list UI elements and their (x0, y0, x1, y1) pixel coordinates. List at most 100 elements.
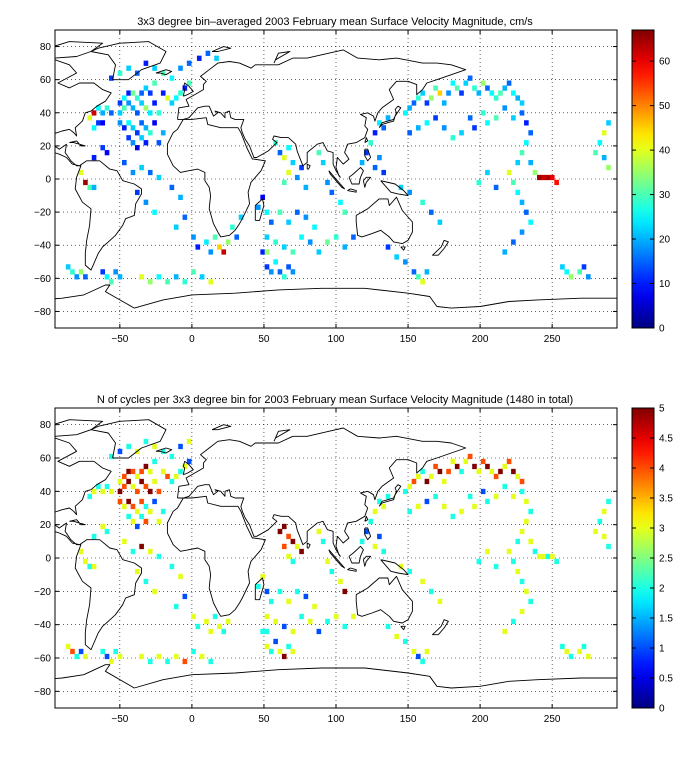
data-cell (156, 488, 162, 495)
data-cell (463, 458, 469, 465)
data-cell (502, 249, 508, 255)
data-cell (212, 234, 218, 240)
coastline (273, 51, 291, 64)
data-cell (191, 269, 196, 275)
coastline (348, 545, 364, 564)
data-cell (312, 224, 317, 230)
data-cell (493, 563, 499, 570)
x-tick-label: 250 (544, 714, 561, 725)
data-cell (454, 85, 460, 91)
data-cell (122, 105, 127, 111)
data-cell (134, 473, 140, 480)
data-cell (143, 463, 149, 470)
data-cell (420, 279, 425, 285)
data-cell (511, 493, 516, 500)
cycles-map-cells (65, 438, 611, 665)
data-cell (415, 473, 421, 480)
data-cell (238, 214, 244, 220)
data-cell (532, 548, 538, 555)
data-cell (143, 125, 149, 131)
data-cell (532, 169, 538, 176)
data-cell (134, 189, 140, 196)
data-cell (143, 438, 149, 445)
data-cell (411, 269, 417, 275)
colorbar-tick-label: 1.5 (659, 614, 673, 625)
data-cell (606, 164, 611, 171)
coastline (400, 246, 406, 251)
y-tick-label: −40 (34, 241, 51, 252)
data-cell (511, 90, 516, 96)
data-cell (476, 179, 482, 186)
data-cell (519, 528, 525, 535)
data-cell (143, 578, 149, 585)
data-cell (165, 279, 170, 285)
data-cell (273, 618, 278, 625)
data-cell (96, 483, 101, 490)
data-cell (264, 234, 270, 240)
data-cell (221, 628, 227, 635)
coastline (90, 41, 167, 81)
coastline (380, 559, 409, 576)
data-cell (403, 488, 408, 495)
data-cell (601, 130, 607, 136)
data-cell (152, 458, 157, 465)
coastline (362, 176, 372, 188)
data-cell (568, 653, 574, 660)
data-cell (524, 209, 529, 215)
data-cell (467, 453, 473, 460)
data-cell (134, 145, 140, 151)
data-cell (597, 140, 603, 146)
data-cell (173, 274, 179, 280)
data-cell (113, 269, 118, 275)
data-cell (104, 150, 110, 156)
data-cell (485, 120, 490, 126)
data-cell (152, 443, 157, 450)
data-cell (472, 463, 477, 470)
colorbar-tick-label: 3.5 (659, 494, 673, 505)
data-cell (186, 458, 192, 465)
data-cell (511, 179, 516, 186)
data-cell (260, 573, 265, 580)
data-cell (178, 65, 183, 71)
data-cell (407, 508, 412, 515)
data-cell (511, 239, 516, 245)
velocity-map-cells (65, 50, 611, 285)
colorbar-tick-label: 2.5 (659, 554, 673, 565)
data-cell (139, 90, 144, 96)
data-cell (316, 528, 322, 535)
data-cell (139, 498, 144, 505)
data-cell (493, 473, 499, 480)
data-cell (156, 140, 162, 146)
data-cell (130, 483, 136, 490)
data-cell (351, 234, 356, 240)
data-cell (225, 618, 231, 625)
data-cell (333, 234, 339, 240)
data-cell (186, 438, 192, 445)
data-cell (515, 159, 521, 166)
data-cell (286, 643, 291, 650)
colorbar-tick-label: 50 (659, 101, 671, 112)
data-cell (277, 150, 283, 156)
data-cell (294, 174, 300, 181)
data-cell (601, 508, 607, 515)
data-cell (100, 120, 106, 126)
data-cell (182, 279, 188, 285)
data-cell (476, 468, 482, 475)
data-cell (169, 453, 175, 460)
data-cell (104, 105, 110, 111)
data-cell (325, 558, 330, 565)
data-cell (549, 174, 555, 181)
data-cell (147, 90, 153, 96)
data-cell (221, 249, 227, 255)
data-cell (290, 249, 296, 255)
coastline (182, 460, 194, 476)
data-cell (286, 598, 291, 605)
data-cell (122, 473, 127, 480)
coastline (273, 429, 291, 442)
data-cell (182, 85, 188, 91)
data-cell (126, 90, 131, 96)
data-cell (577, 269, 582, 275)
data-cell (290, 269, 296, 275)
data-cell (286, 553, 291, 560)
data-cell (485, 463, 490, 470)
